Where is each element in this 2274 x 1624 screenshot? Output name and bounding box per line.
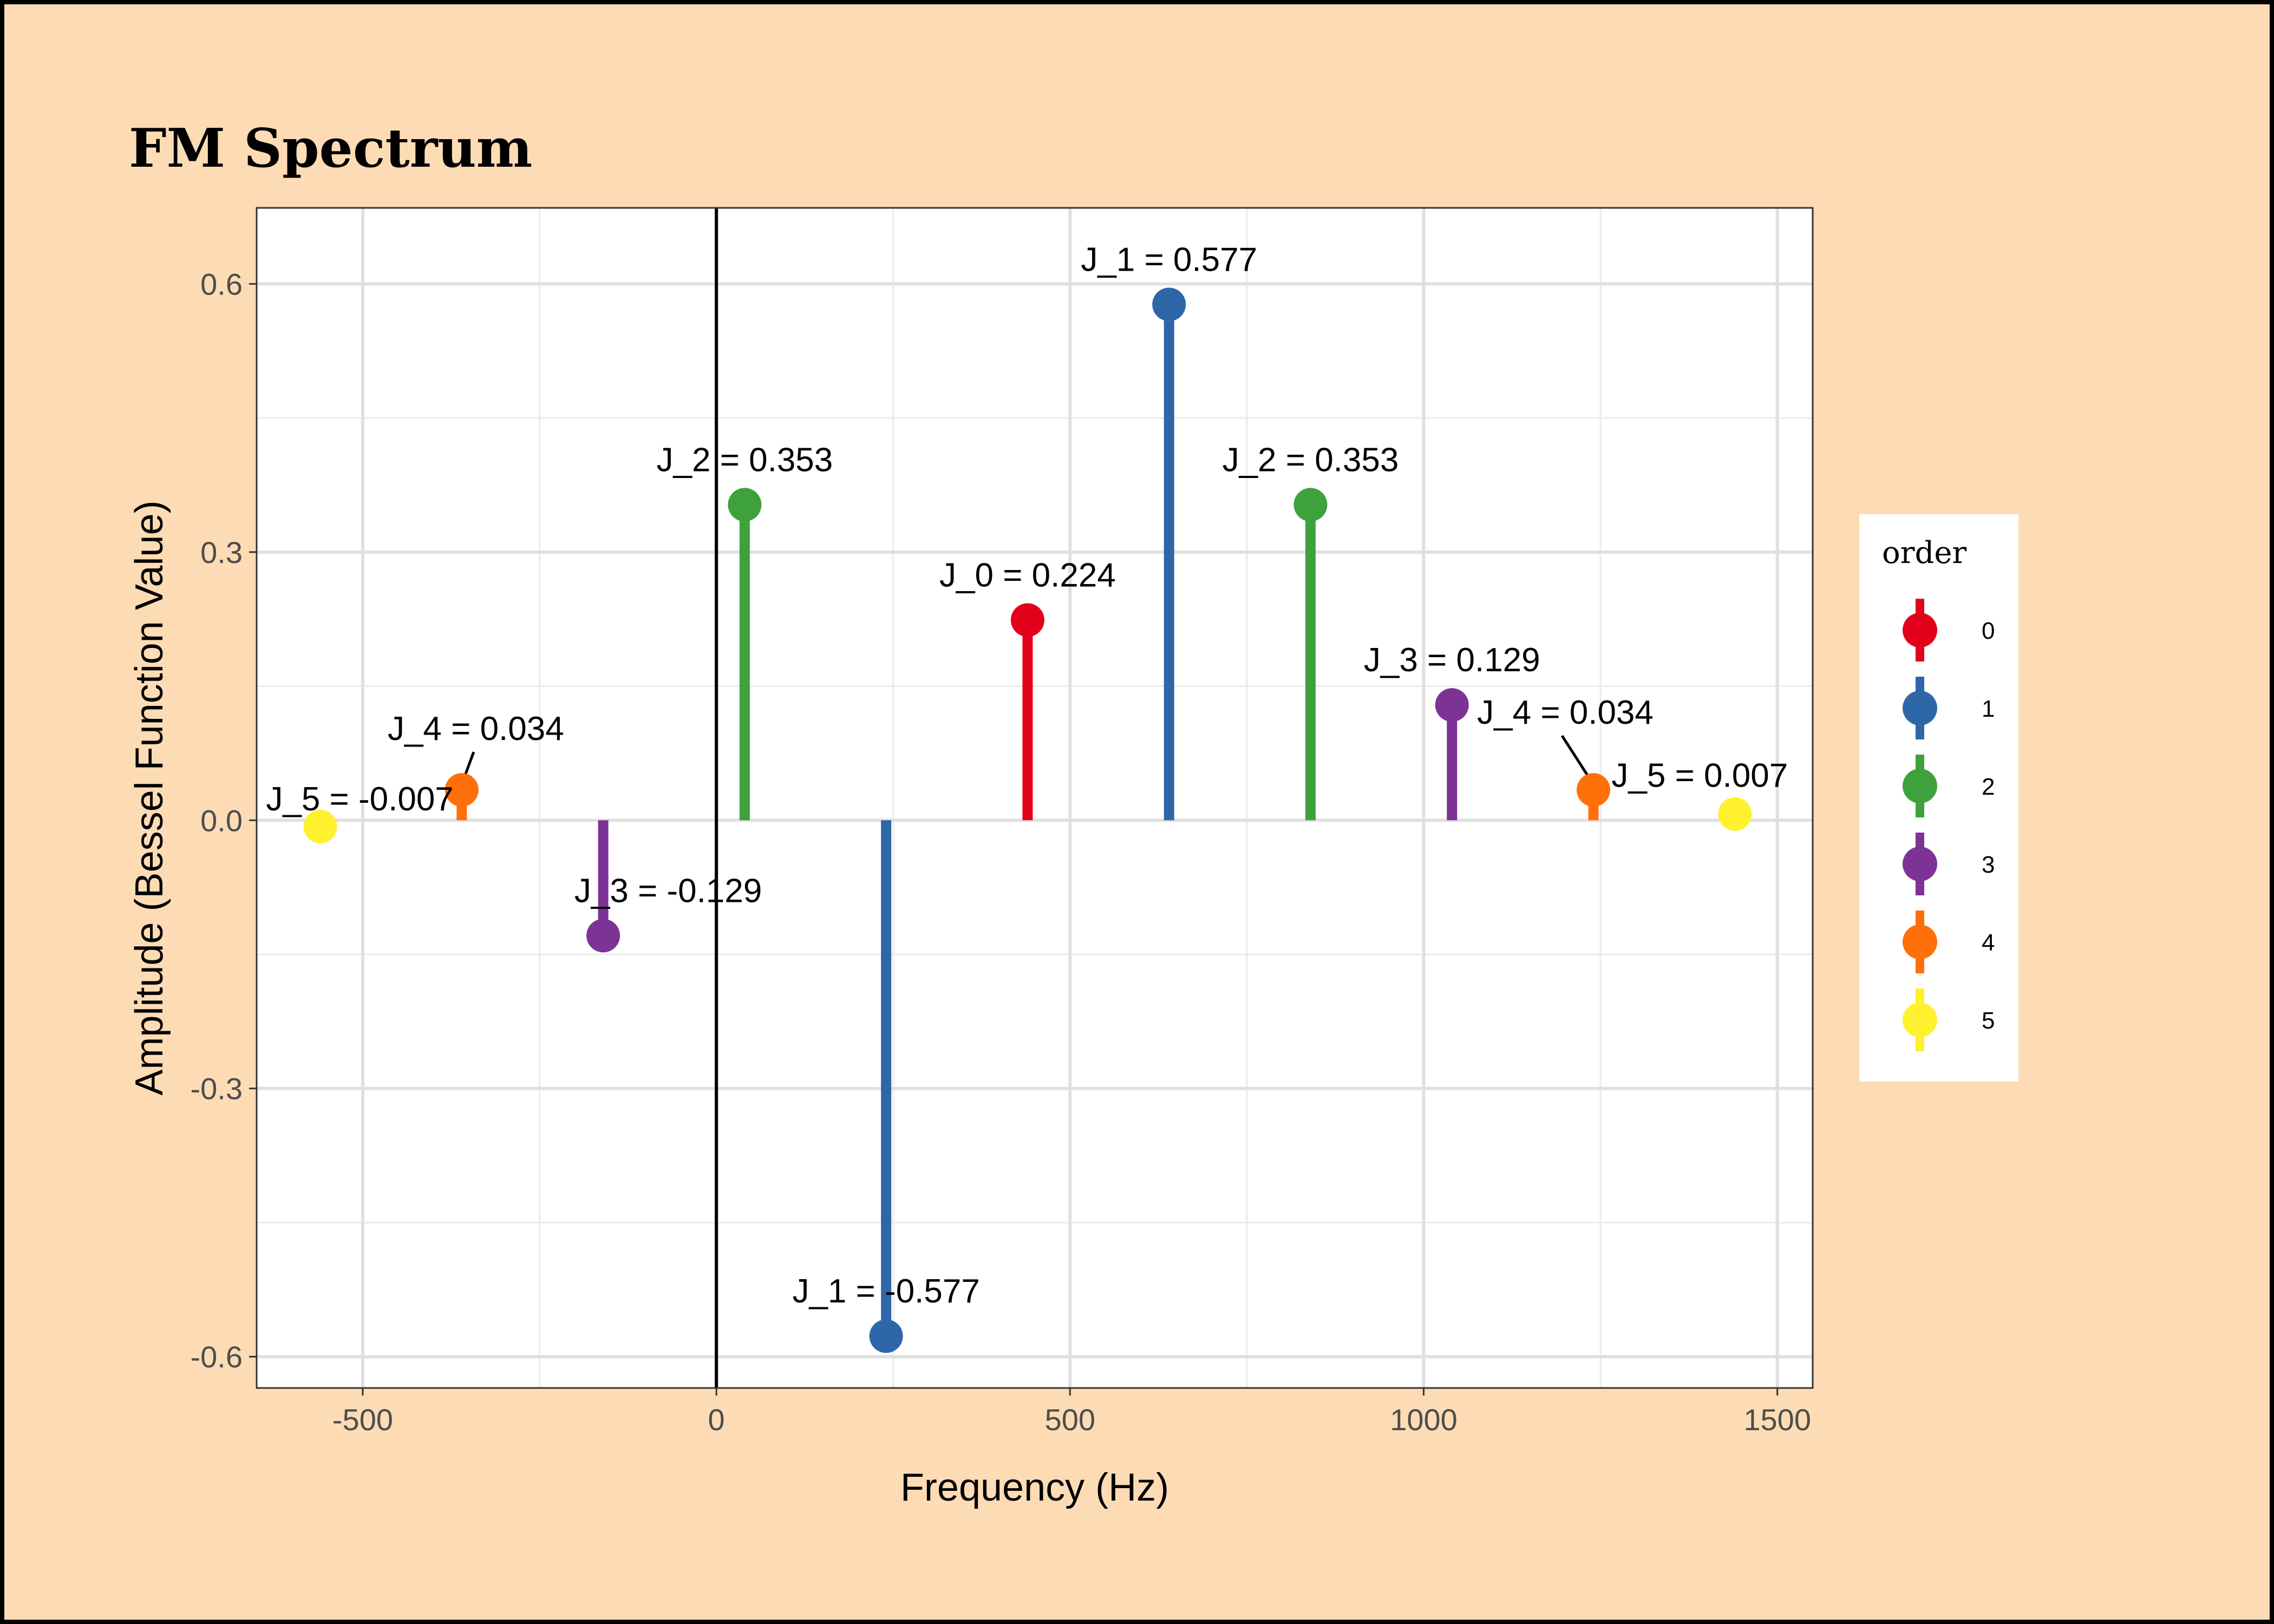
y-tick-label: -0.6 [191,1340,243,1374]
marker-order-2 [728,488,762,522]
legend-key-marker [1903,613,1937,647]
plot-panel [257,208,1813,1388]
marker-order-0 [1010,603,1044,637]
marker-order-1 [869,1319,903,1353]
x-tick-label: 0 [708,1403,725,1437]
legend-label: 5 [1982,1007,1995,1034]
legend-key-marker [1903,1003,1937,1037]
legend-title: order [1882,535,1966,571]
x-tick-label: -500 [332,1403,393,1437]
legend: order 0 1 2 3 4 5 [1859,514,2018,1082]
x-tick-label: 500 [1045,1403,1095,1437]
data-label: J_4 = 0.034 [388,710,564,748]
legend-label: 4 [1982,929,1995,956]
y-tick-label: 0.0 [200,803,243,837]
data-label: J_2 = 0.353 [1223,441,1399,479]
data-label: J_1 = -0.577 [792,1273,979,1310]
marker-order-3 [586,919,620,953]
grid-minor [257,208,1813,1388]
marker-order-5 [303,809,337,843]
stems [315,304,1740,1337]
y-axis-title: Amplitude (Bessel Function Value) [128,500,171,1095]
data-label: J_3 = -0.129 [574,872,762,909]
y-axis-ticks: -0.6 -0.3 0.0 0.3 0.6 [191,267,257,1374]
marker-order-4 [445,773,479,807]
data-label: J_4 = 0.034 [1477,694,1654,731]
legend-key-marker [1903,925,1937,959]
marker-order-1 [1152,287,1186,322]
y-tick-label: -0.3 [191,1072,243,1106]
legend-key-marker [1903,847,1937,881]
y-tick-label: 0.6 [200,267,243,301]
marker-order-4 [1577,773,1611,807]
data-label: J_5 = 0.007 [1611,757,1788,795]
data-label: J_5 = -0.007 [266,781,453,818]
legend-label: 3 [1982,852,1995,878]
marker-order-2 [1293,488,1328,522]
x-tick-label: 1500 [1743,1403,1811,1437]
data-label: J_1 = 0.577 [1081,241,1257,278]
legend-label: 2 [1982,774,1995,800]
marker-order-5 [1718,797,1752,831]
marker-order-3 [1435,688,1469,722]
data-label: J_0 = 0.224 [939,556,1116,594]
x-axis-ticks: -500 0 500 1000 1500 [332,1388,1811,1437]
legend-label: 1 [1982,696,1995,722]
data-label: J_2 = 0.353 [657,441,833,479]
legend-key-marker [1903,769,1937,803]
markers [303,287,1752,1353]
data-labels: J_5 = -0.007 J_4 = 0.034 J_3 = -0.129 J_2 =… [266,241,1788,1310]
plot-border [256,207,1814,1389]
legend-box [1859,514,2018,1082]
data-label: J_3 = 0.129 [1364,641,1540,679]
chart-title: FM Spectrum [129,117,532,180]
legend-items: 0 1 2 3 4 5 [1903,599,1995,1051]
x-tick-label: 1000 [1390,1403,1458,1437]
legend-label: 0 [1982,618,1995,644]
legend-key-marker [1903,691,1937,725]
y-tick-label: 0.3 [200,535,243,569]
x-axis-title: Frequency (Hz) [900,1466,1169,1509]
